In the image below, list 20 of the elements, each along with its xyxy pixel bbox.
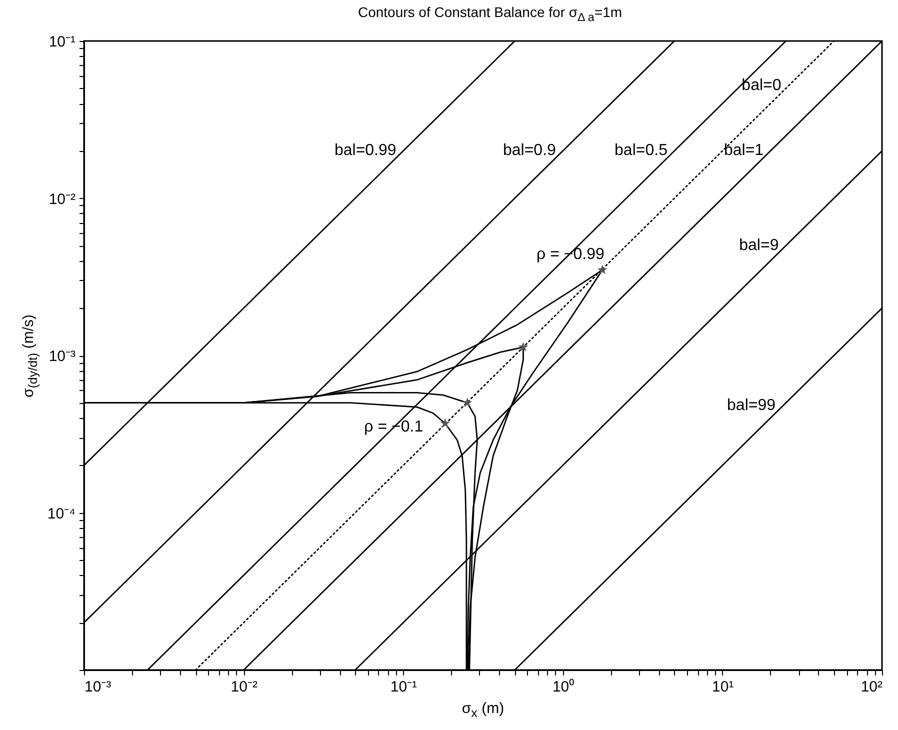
series-label: bal=0.9 xyxy=(502,142,556,159)
x-tick-label: 10⁰ xyxy=(552,678,574,696)
x-tick-label: 10⁻¹ xyxy=(390,678,418,696)
series-label: bal=99 xyxy=(727,397,776,414)
x-tick-label: 10² xyxy=(860,678,882,696)
series-label: bal=0 xyxy=(742,77,782,94)
series-label: bal=1 xyxy=(724,142,764,159)
x-tick-label: 10¹ xyxy=(712,678,734,696)
y-tick-label: 10⁻⁴ xyxy=(47,505,76,522)
x-axis-title: σ$_{x}$ (m) xyxy=(462,700,504,720)
x-tick-label: 10⁻³ xyxy=(84,678,112,696)
y-tick-label: 10⁻³ xyxy=(48,348,76,365)
series-label: bal=0.99 xyxy=(334,142,396,159)
annotation: ρ = −0.1 xyxy=(364,418,424,436)
y-tick-label: 10⁻¹ xyxy=(48,34,76,50)
series-label: bal=9 xyxy=(739,236,779,254)
y-tick-label: 10⁻² xyxy=(48,190,76,208)
x-tick-label: 10⁻² xyxy=(230,678,258,696)
chart-title: Contours of Constant Balance for σ$_{Δ a}$=1m xyxy=(358,4,622,24)
series-label: bal=0.5 xyxy=(614,142,668,159)
